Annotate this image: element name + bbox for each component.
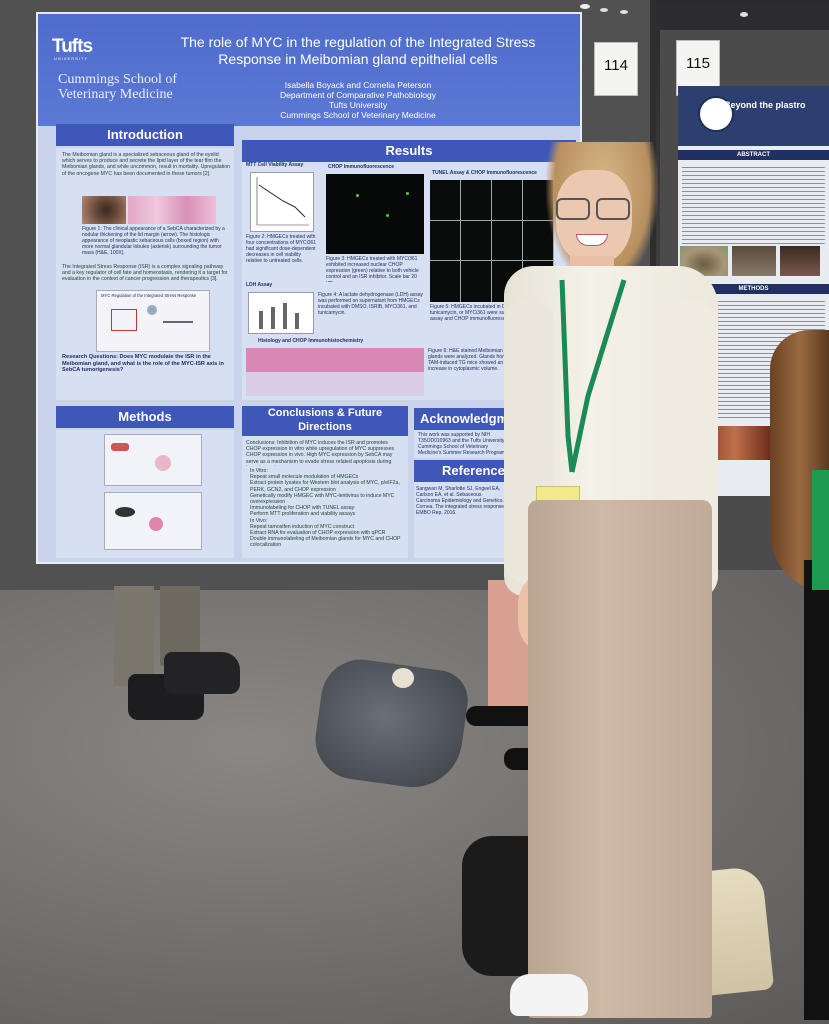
- future-item: Double immunolabeling of Meibomian gland…: [250, 536, 401, 549]
- student-pants: [528, 500, 712, 1018]
- ceiling-lights: [560, 0, 760, 20]
- conclusions-panel: [242, 436, 408, 558]
- future-item: Repeat tamoxifen induction of MYC constr…: [250, 523, 355, 530]
- future-directions-list: In Vitro: Repeat small molecule modulati…: [250, 468, 404, 556]
- intro-text: The Meibomian gland is a specialized seb…: [62, 152, 230, 177]
- research-poster: Tufts UNIVERSITY Cummings School of Vete…: [36, 12, 582, 564]
- future-item: Genetically modify HMGEC with MYC-lentiv…: [250, 492, 395, 506]
- right-visitor-body: [804, 560, 829, 1020]
- figure3-caption: Figure 3: HMGECs treated with MYCi361 ex…: [326, 256, 419, 282]
- dissection-photo: [732, 246, 776, 276]
- results-heading: Results: [242, 140, 576, 162]
- future-item: In Vivo:: [250, 517, 268, 524]
- student-face: [556, 170, 632, 264]
- methods-heading: Methods: [56, 406, 234, 428]
- future-item: Extract protein lysates for Western blot…: [250, 480, 400, 493]
- backpack-tag: [392, 668, 414, 688]
- conclusions-heading-text: Conclusions & Future Directions: [267, 407, 383, 433]
- introduction-panel: [56, 148, 234, 400]
- histo-title: Histology and CHOP Immunohistochemistry: [258, 338, 364, 344]
- second-poster-methods-heading: METHODS: [678, 284, 829, 294]
- future-item: Immunolabeling for CHOP with TUNEL assay: [250, 505, 355, 512]
- ack-text: This work was supported by NIH T35OD0109…: [418, 432, 507, 456]
- student-shoe: [510, 974, 588, 1016]
- poster-header: [38, 14, 580, 126]
- ldh-chart: [248, 292, 314, 334]
- authors-dept: Department of Comparative Pathobiology: [280, 90, 436, 100]
- isr-diagram-title: MYC Regulation of the Integrated Stress …: [101, 293, 197, 298]
- histology-photo: [128, 196, 216, 224]
- glasses-icon: [556, 196, 632, 220]
- backpack-gray: [310, 654, 472, 794]
- chop-if-title: CHOP Immunofluorescence: [328, 164, 395, 170]
- lanyard: [558, 276, 628, 486]
- future-item: Repeat small molecule modulation of HMGE…: [250, 474, 359, 481]
- shoe-right: [164, 652, 240, 694]
- mtt-title: MTT Cell Viability Assay: [246, 162, 304, 168]
- mtt-line-chart: [256, 177, 309, 226]
- school-name: Cummings School of Veterinary Medicine: [58, 72, 178, 102]
- second-poster-abstract-heading: ABSTRACT: [678, 150, 829, 160]
- figure2-caption: Figure 2: HMGECs treated with four conce…: [246, 234, 317, 264]
- right-visitor-shirt: [812, 470, 829, 590]
- poster-authors: Isabella Boyack and Cornelia Peterson De…: [208, 80, 508, 120]
- figure4-caption: Figure 4: A lactate dehydrogenase (LDH) …: [318, 292, 424, 316]
- future-item: Perform MTT proliferation and viability …: [250, 511, 356, 518]
- authors-univ: Tufts University: [328, 100, 388, 110]
- acknowledgments-heading: Acknowledgm: [414, 408, 530, 430]
- histology-strip: [246, 348, 424, 396]
- second-poster-abstract-text: [682, 164, 825, 244]
- authors-school: Cummings School of Veterinary Medicine: [280, 110, 436, 120]
- poster-number-114: 114: [594, 42, 638, 96]
- specimen-photo: [780, 246, 820, 276]
- figure1-caption: Figure 1: The clinical appearance of a S…: [82, 226, 225, 256]
- introduction-heading: Introduction: [56, 124, 234, 146]
- figure6-caption: Figure 6: H&E stained Meibomian glands w…: [428, 348, 507, 372]
- ldh-title: LDH Assay: [246, 282, 273, 288]
- mtt-chart: [250, 172, 314, 232]
- future-item: In Vitro:: [250, 468, 268, 474]
- methods-diagram-bottom: [104, 492, 202, 550]
- visitor-shoe: [466, 706, 542, 726]
- authors-names: Isabella Boyack and Cornelia Peterson: [284, 80, 432, 90]
- methods-diagram-top: [104, 434, 202, 486]
- eye-clinical-photo: [82, 196, 126, 224]
- references-heading: Reference: [414, 460, 524, 482]
- future-item: Extract RNA for evaluation of CHOP expre…: [250, 530, 386, 537]
- research-questions: Research Questions: Does MYC modulate th…: [62, 354, 224, 374]
- university-seal-icon: [698, 96, 734, 132]
- lanyard-strap: [559, 279, 627, 473]
- tufts-logo-sub: UNIVERSITY: [54, 56, 89, 61]
- conclusions-text: Conclusions: Inhibition of MYC induces t…: [246, 440, 395, 466]
- tunel-title: TUNEL Assay & CHOP Immunofluorescence: [432, 170, 537, 176]
- references-text: Sangwan M, Sharlotte SJ, Engeel EA, Carl…: [416, 486, 506, 516]
- tufts-logo: Tufts: [52, 36, 93, 57]
- figure5-caption: Figure 5: HMGECs incubated in DMSO, ISRI…: [430, 304, 543, 322]
- isr-diagram: MYC Regulation of the Integrated Stress …: [96, 290, 210, 352]
- poster-title: The role of MYC in the regulation of the…: [180, 34, 536, 67]
- conclusions-heading: Conclusions & Future Directions: [242, 406, 408, 436]
- second-poster-title: Beyond the plastro: [724, 100, 806, 110]
- isr-text: The Integrated Stress Response (ISR) is …: [62, 264, 228, 283]
- chop-if-image: [326, 174, 424, 254]
